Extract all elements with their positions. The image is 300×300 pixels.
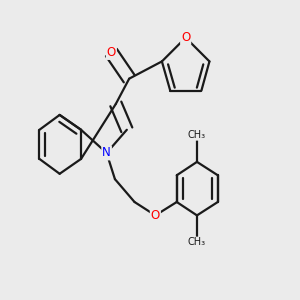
Text: O: O xyxy=(181,31,190,44)
Text: N: N xyxy=(102,146,111,160)
Text: O: O xyxy=(151,209,160,222)
Text: O: O xyxy=(107,46,116,59)
Text: CH₃: CH₃ xyxy=(188,237,206,247)
Text: CH₃: CH₃ xyxy=(188,130,206,140)
